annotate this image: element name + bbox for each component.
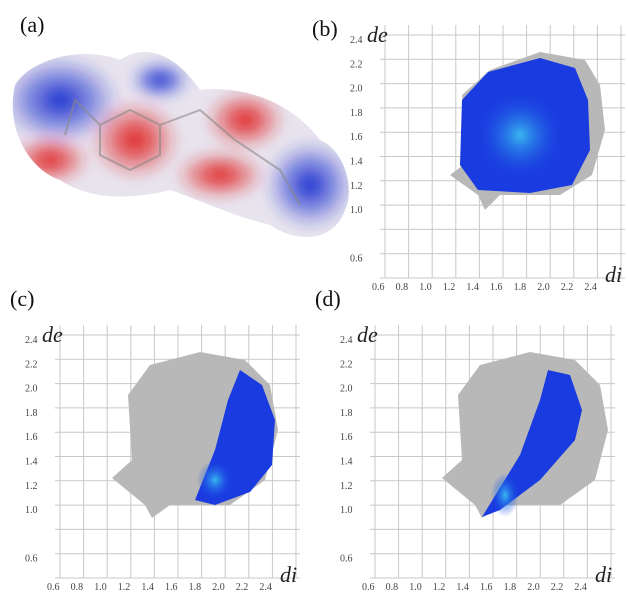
fingerprint-plot: 2.4 2.2 2.0 1.8 1.6 1.4 1.2 1.0 0.6 0.6 0.8 1.0 1.2 1… <box>10 286 300 593</box>
x-tick-label: 2.2 <box>236 582 249 593</box>
x-tick-label: 1.4 <box>466 282 479 293</box>
x-tick-label: 0.6 <box>47 582 60 593</box>
x-tick-label: 0.8 <box>71 582 84 593</box>
fingerprint-plot: 2.4 2.2 2.0 1.8 1.6 1.4 1.2 1.0 0.6 0.6 0.8 1.0 1.2 1… <box>312 16 625 293</box>
y-tick-label: 1.2 <box>25 481 38 492</box>
x-tick-label: 0.8 <box>396 282 409 293</box>
panel-label: (b) <box>312 16 338 41</box>
x-tick-label: 1.0 <box>419 282 432 293</box>
y-tick-label: 1.6 <box>350 132 363 143</box>
x-tick-label: 0.6 <box>372 282 385 293</box>
x-tick-label: 2.0 <box>537 282 550 293</box>
x-tick-label: 1.0 <box>94 582 107 593</box>
x-tick-label: 2.2 <box>551 582 564 593</box>
x-tick-label: 1.0 <box>409 582 422 593</box>
x-tick-label: 2.4 <box>259 582 272 593</box>
x-tick-label: 0.6 <box>362 582 375 593</box>
x-tick-label: 2.0 <box>527 582 540 593</box>
panel-label: (c) <box>10 286 34 311</box>
x-tick-label: 2.4 <box>584 282 597 293</box>
x-axis-label: di <box>605 262 622 287</box>
x-tick-label: 1.6 <box>165 582 178 593</box>
panel-label: (a) <box>20 12 44 37</box>
x-tick-label: 1.4 <box>456 582 469 593</box>
y-tick-label: 2.2 <box>25 359 38 370</box>
y-tick-label: 1.0 <box>340 505 353 516</box>
x-tick-label: 2.4 <box>574 582 587 593</box>
panel-label: (d) <box>315 286 341 311</box>
fingerprint-core <box>491 473 519 517</box>
y-tick-label: 1.0 <box>25 505 38 516</box>
y-tick-label: 1.8 <box>25 408 38 419</box>
y-tick-label: 1.4 <box>25 457 38 468</box>
x-tick-label: 1.2 <box>443 282 456 293</box>
x-tick-label: 1.4 <box>141 582 154 593</box>
x-tick-label: 1.6 <box>480 582 493 593</box>
y-tick-label: 1.4 <box>350 157 363 168</box>
y-tick-label: 1.2 <box>350 181 363 192</box>
y-tick-label: 2.0 <box>340 384 353 395</box>
fingerprint-core <box>197 460 233 500</box>
fingerprint-plot: 2.4 2.2 2.0 1.8 1.6 1.4 1.2 1.0 0.6 0.6 0.8 1.0 1.2 1… <box>315 286 615 593</box>
x-tick-label: 1.2 <box>118 582 131 593</box>
y-tick-label: 2.2 <box>350 59 363 70</box>
x-tick-label: 1.2 <box>433 582 446 593</box>
fingerprint-core <box>475 90 565 180</box>
y-tick-label: 1.6 <box>340 432 353 443</box>
y-tick-label: 2.2 <box>340 359 353 370</box>
y-tick-label: 2.4 <box>25 335 38 346</box>
x-axis-label: di <box>595 562 612 587</box>
x-tick-label: 1.8 <box>514 282 527 293</box>
x-tick-label: 0.8 <box>386 582 399 593</box>
x-tick-label: 1.8 <box>189 582 202 593</box>
y-tick-label: 2.4 <box>350 35 363 46</box>
y-tick-label: 0.6 <box>25 554 38 565</box>
fingerprint-gray <box>442 352 608 518</box>
hirshfeld-surface <box>12 51 349 237</box>
y-tick-label: 1.4 <box>340 457 353 468</box>
x-tick-label: 1.6 <box>490 282 503 293</box>
y-tick-label: 0.6 <box>350 254 363 265</box>
y-tick-label: 1.8 <box>350 108 363 119</box>
y-axis-label: de <box>367 22 388 47</box>
x-tick-label: 1.8 <box>504 582 516 593</box>
y-tick-label: 1.2 <box>340 481 353 492</box>
x-tick-label: 2.0 <box>212 582 225 593</box>
y-tick-label: 1.8 <box>340 408 353 419</box>
y-axis-label: de <box>42 322 63 347</box>
y-tick-label: 2.4 <box>340 335 353 346</box>
x-axis-label: di <box>280 562 297 587</box>
y-tick-label: 1.0 <box>350 205 363 216</box>
y-tick-label: 1.6 <box>25 432 38 443</box>
x-tick-label: 2.2 <box>561 282 574 293</box>
y-tick-label: 2.0 <box>25 384 38 395</box>
y-tick-label: 2.0 <box>350 84 363 95</box>
y-tick-label: 0.6 <box>340 554 353 565</box>
y-axis-label: de <box>357 322 378 347</box>
